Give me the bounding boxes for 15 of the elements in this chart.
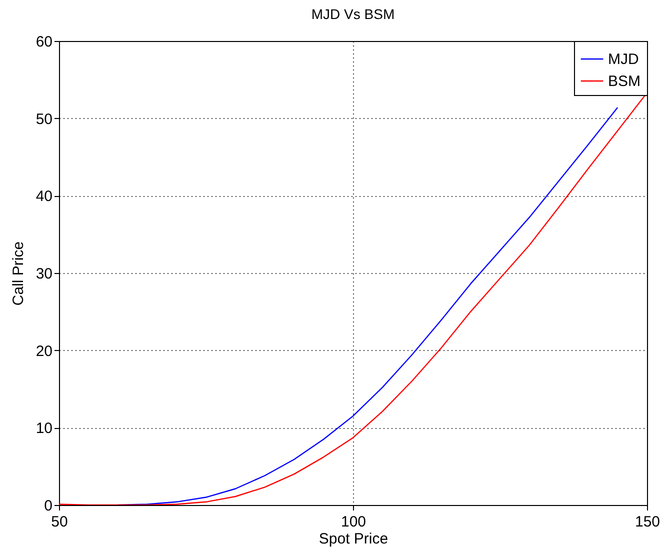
- y-tick-label: 20: [36, 342, 52, 360]
- x-tick-label: 50: [51, 514, 68, 530]
- y-tick-label: 10: [36, 420, 52, 438]
- chart-title: MJD Vs BSM: [311, 6, 395, 22]
- y-tick-label: 40: [36, 188, 52, 206]
- y-tick-label: 30: [36, 266, 52, 282]
- y-axis-title: Call Price: [10, 241, 27, 306]
- y-tick-label: 0: [44, 498, 52, 514]
- legend-label: BSM: [608, 73, 641, 90]
- x-axis-title: Spot Price: [318, 530, 388, 548]
- legend-label: MJD: [608, 51, 639, 68]
- y-tick-label: 50: [36, 110, 52, 128]
- y-tick-label: 60: [36, 34, 52, 50]
- x-tick-label: 150: [634, 514, 660, 530]
- x-tick-label: 100: [340, 514, 366, 530]
